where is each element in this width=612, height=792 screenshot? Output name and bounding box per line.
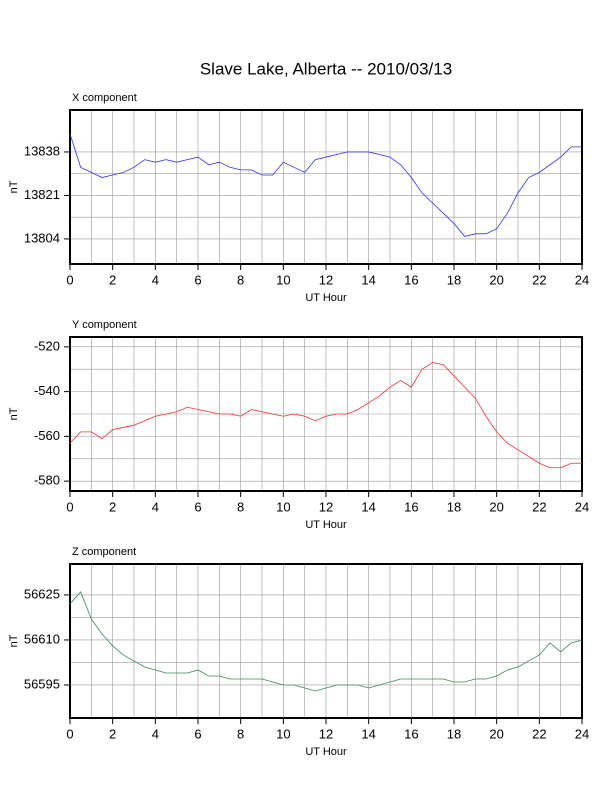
panel-title: Y component <box>72 319 137 331</box>
x-axis-label: UT Hour <box>305 746 347 758</box>
data-line <box>69 133 582 237</box>
x-tick-label: 8 <box>237 499 244 514</box>
panel-title: X component <box>72 92 137 104</box>
x-tick-label: 20 <box>489 499 503 514</box>
y-tick-label: 56625 <box>24 586 60 601</box>
x-tick-label: 10 <box>276 272 290 287</box>
x-tick-label: 16 <box>404 726 418 741</box>
x-tick-label: 4 <box>152 726 159 741</box>
y-axis-label: nT <box>8 407 20 420</box>
x-tick-label: 22 <box>532 726 546 741</box>
x-tick-label: 18 <box>447 499 461 514</box>
y-tick-label: -560 <box>34 428 60 443</box>
x-tick-label: 6 <box>194 272 201 287</box>
x-tick-label: 4 <box>152 272 159 287</box>
x-tick-label: 18 <box>447 272 461 287</box>
data-line <box>69 591 583 692</box>
panel-title: Z component <box>72 546 136 558</box>
x-tick-label: 8 <box>237 726 244 741</box>
x-tick-label: 10 <box>276 726 290 741</box>
x-tick-label: 20 <box>489 272 503 287</box>
x-tick-label: 6 <box>194 726 201 741</box>
x-tick-label: 4 <box>152 499 159 514</box>
x-tick-label: 14 <box>361 272 375 287</box>
x-axis-label: UT Hour <box>305 519 347 531</box>
y-tick-label: 13821 <box>24 187 60 202</box>
plot-frame <box>69 336 583 492</box>
x-tick-label: 10 <box>276 499 290 514</box>
x-tick-label: 12 <box>319 272 333 287</box>
data-line <box>69 362 582 469</box>
x-tick-label: 20 <box>489 726 503 741</box>
x-tick-label: 0 <box>66 499 73 514</box>
y-axis-label: nT <box>8 634 20 647</box>
y-axis-label: nT <box>8 180 20 193</box>
y-tick-label: 13838 <box>24 143 60 158</box>
page-title: Slave Lake, Alberta -- 2010/03/13 <box>200 59 452 78</box>
x-tick-label: 22 <box>532 499 546 514</box>
x-tick-label: 14 <box>361 499 375 514</box>
x-tick-label: 14 <box>361 726 375 741</box>
y-tick-label: 56595 <box>24 676 60 691</box>
plot-frame <box>69 109 583 265</box>
x-tick-label: 12 <box>319 726 333 741</box>
y-tick-label: -540 <box>34 383 60 398</box>
x-tick-label: 2 <box>109 499 116 514</box>
x-tick-label: 0 <box>66 726 73 741</box>
x-tick-label: 16 <box>404 499 418 514</box>
plot-frame <box>69 563 583 719</box>
x-tick-label: 24 <box>575 499 589 514</box>
x-tick-label: 24 <box>575 272 589 287</box>
y-tick-label: -520 <box>34 338 60 353</box>
x-tick-label: 2 <box>109 272 116 287</box>
x-tick-label: 18 <box>447 726 461 741</box>
x-tick-label: 6 <box>194 499 201 514</box>
x-tick-label: 12 <box>319 499 333 514</box>
x-tick-label: 22 <box>532 272 546 287</box>
x-axis-label: UT Hour <box>305 292 347 304</box>
y-tick-label: 56610 <box>24 631 60 646</box>
x-tick-label: 2 <box>109 726 116 741</box>
y-tick-label: 13804 <box>24 230 60 245</box>
y-tick-label: -580 <box>34 473 60 488</box>
x-tick-label: 24 <box>575 726 589 741</box>
x-tick-label: 8 <box>237 272 244 287</box>
x-tick-label: 0 <box>66 272 73 287</box>
x-tick-label: 16 <box>404 272 418 287</box>
